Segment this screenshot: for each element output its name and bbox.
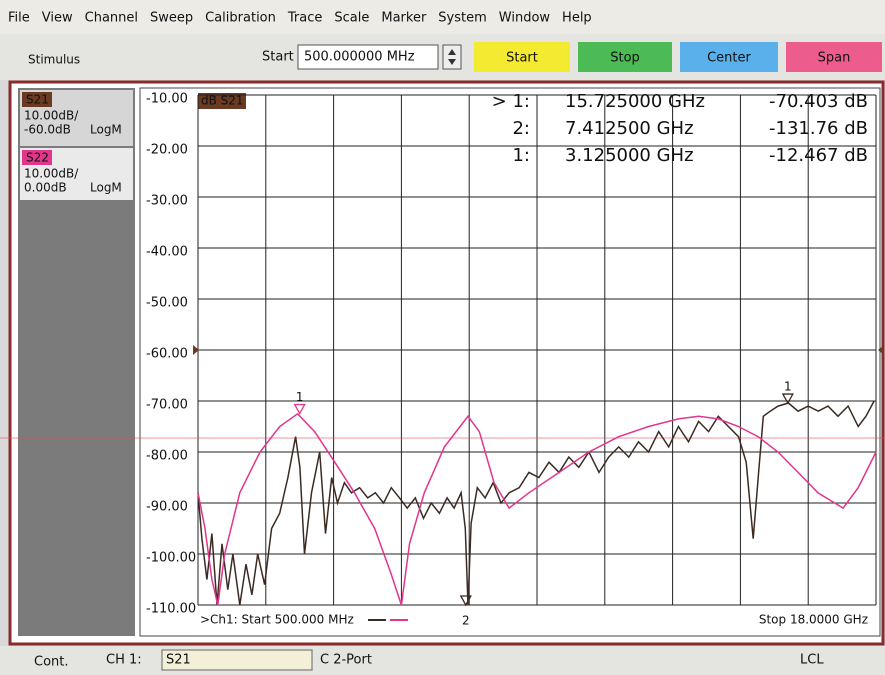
s21-scale: 10.00dB/ <box>24 109 79 123</box>
trace-tag <box>198 93 246 109</box>
status-mode: Cont. <box>34 655 69 670</box>
s22-ref: 0.00dB <box>24 181 67 195</box>
y-tick-label: -10.00 <box>146 92 188 107</box>
button-label[interactable]: Span <box>818 51 851 66</box>
menu-item[interactable]: Marker <box>381 11 427 26</box>
button-label[interactable]: Stop <box>610 51 640 66</box>
menu-item[interactable]: Help <box>562 11 592 26</box>
marker-prefix: 2: <box>512 118 530 139</box>
status-remote: LCL <box>800 653 824 668</box>
start-label: Start <box>262 50 294 65</box>
marker-prefix: 1: <box>512 145 530 166</box>
s22-scale: 10.00dB/ <box>24 167 79 181</box>
button-span[interactable] <box>786 42 882 72</box>
menu-item[interactable]: System <box>438 11 486 26</box>
trace <box>197 412 877 606</box>
marker <box>781 393 794 405</box>
menu-bar <box>0 0 885 34</box>
ref-arrow <box>878 345 884 355</box>
y-tick-label: -70.00 <box>146 398 188 413</box>
marker-label: 1 <box>296 390 304 404</box>
menu-item[interactable]: Sweep <box>150 11 193 26</box>
stop-text: Stop 18.0000 GHz <box>759 613 868 627</box>
start-value[interactable]: 500.000000 MHz <box>304 50 415 65</box>
marker-frequency: 3.125000 GHz <box>565 145 694 166</box>
s22-tag <box>22 150 52 165</box>
button-label[interactable]: Start <box>506 51 538 66</box>
stimulus-label: Stimulus <box>28 53 80 67</box>
menu-item[interactable]: Scale <box>334 11 369 26</box>
menu-item[interactable]: Channel <box>85 11 138 26</box>
status-port: C 2-Port <box>320 653 372 668</box>
spinner[interactable] <box>442 44 462 70</box>
y-tick-label: -60.00 <box>146 347 188 362</box>
s21-ref: -60.0dB <box>24 123 71 137</box>
y-tick-label: -110.00 <box>146 602 196 617</box>
menu-item[interactable]: Trace <box>287 11 323 26</box>
marker <box>293 403 306 415</box>
menu-item[interactable]: Calibration <box>205 11 276 26</box>
spinner-arrows <box>448 49 456 65</box>
y-tick-label: -80.00 <box>146 449 188 464</box>
button-start[interactable] <box>474 42 570 72</box>
button-label[interactable]: Center <box>707 51 751 66</box>
marker-label: 1 <box>784 380 792 394</box>
trace <box>197 400 875 606</box>
menu-item[interactable]: View <box>42 11 73 26</box>
marker-frequency: 15.725000 GHz <box>565 91 705 112</box>
chart-area <box>139 87 881 637</box>
menu-item[interactable]: File <box>8 11 30 26</box>
trace-label: dB S21 <box>201 94 244 108</box>
start-input[interactable] <box>297 44 439 70</box>
s21-format: LogM <box>90 123 122 137</box>
s22-format: LogM <box>90 181 122 195</box>
marker-prefix: > 1: <box>492 91 530 112</box>
marker <box>459 595 472 607</box>
marker-readout: -131.76 dB <box>769 118 868 139</box>
s22-name: S22 <box>26 151 49 165</box>
y-tick-label: -100.00 <box>146 551 196 566</box>
button-center[interactable] <box>680 42 778 72</box>
status-trace-box <box>161 649 313 671</box>
button-stop[interactable] <box>578 42 672 72</box>
y-tick-label: -30.00 <box>146 194 188 209</box>
marker-readout: -12.467 dB <box>769 145 868 166</box>
status-channel: CH 1: <box>106 653 142 668</box>
start-text: >Ch1: Start 500.000 MHz <box>200 613 354 627</box>
status-bar <box>0 646 885 675</box>
y-tick-label: -90.00 <box>146 500 188 515</box>
status-trace: S21 <box>166 653 191 668</box>
marker-label: 2 <box>462 614 470 628</box>
s21-name: S21 <box>26 93 49 107</box>
marker-readout: -70.403 dB <box>769 91 868 112</box>
y-tick-label: -20.00 <box>146 143 188 158</box>
y-tick-label: -50.00 <box>146 296 188 311</box>
y-tick-label: -40.00 <box>146 245 188 260</box>
marker-frequency: 7.412500 GHz <box>565 118 694 139</box>
ref-arrow <box>193 345 199 355</box>
menu-item[interactable]: Window <box>499 11 551 26</box>
s21-tag <box>22 92 52 107</box>
